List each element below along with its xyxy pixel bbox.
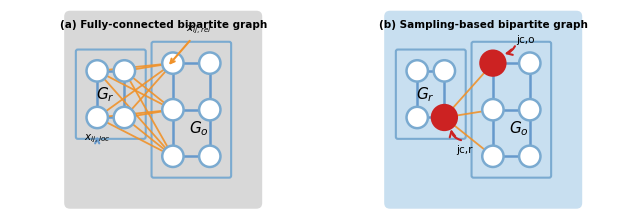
Circle shape (162, 146, 184, 167)
Circle shape (482, 99, 504, 120)
Text: (a) Fully-connected bipartite graph: (a) Fully-connected bipartite graph (60, 20, 267, 30)
Text: $G_o$: $G_o$ (509, 120, 529, 138)
Circle shape (406, 60, 428, 82)
Text: $G_r$: $G_r$ (95, 85, 115, 104)
Circle shape (432, 105, 457, 130)
Circle shape (199, 146, 220, 167)
Circle shape (480, 50, 506, 76)
Circle shape (162, 99, 184, 120)
Text: $x_{ij,rel}$: $x_{ij,rel}$ (170, 24, 212, 63)
Circle shape (199, 99, 220, 120)
FancyBboxPatch shape (384, 11, 582, 209)
FancyBboxPatch shape (64, 11, 262, 209)
Circle shape (199, 53, 220, 74)
Circle shape (114, 107, 135, 128)
Text: $G_o$: $G_o$ (189, 120, 209, 138)
Circle shape (519, 53, 540, 74)
Circle shape (162, 53, 184, 74)
Text: $G_r$: $G_r$ (415, 85, 435, 104)
Text: jc,o: jc,o (516, 35, 534, 45)
Circle shape (406, 107, 428, 128)
Circle shape (86, 107, 108, 128)
Circle shape (86, 60, 108, 82)
Circle shape (114, 60, 135, 82)
Circle shape (519, 146, 540, 167)
Text: jc,r: jc,r (456, 145, 472, 155)
Circle shape (434, 60, 455, 82)
Circle shape (519, 99, 540, 120)
Text: $x_{ij,loc}$: $x_{ij,loc}$ (84, 133, 111, 145)
Circle shape (482, 146, 504, 167)
Text: (b) Sampling-based bipartite graph: (b) Sampling-based bipartite graph (379, 20, 588, 30)
